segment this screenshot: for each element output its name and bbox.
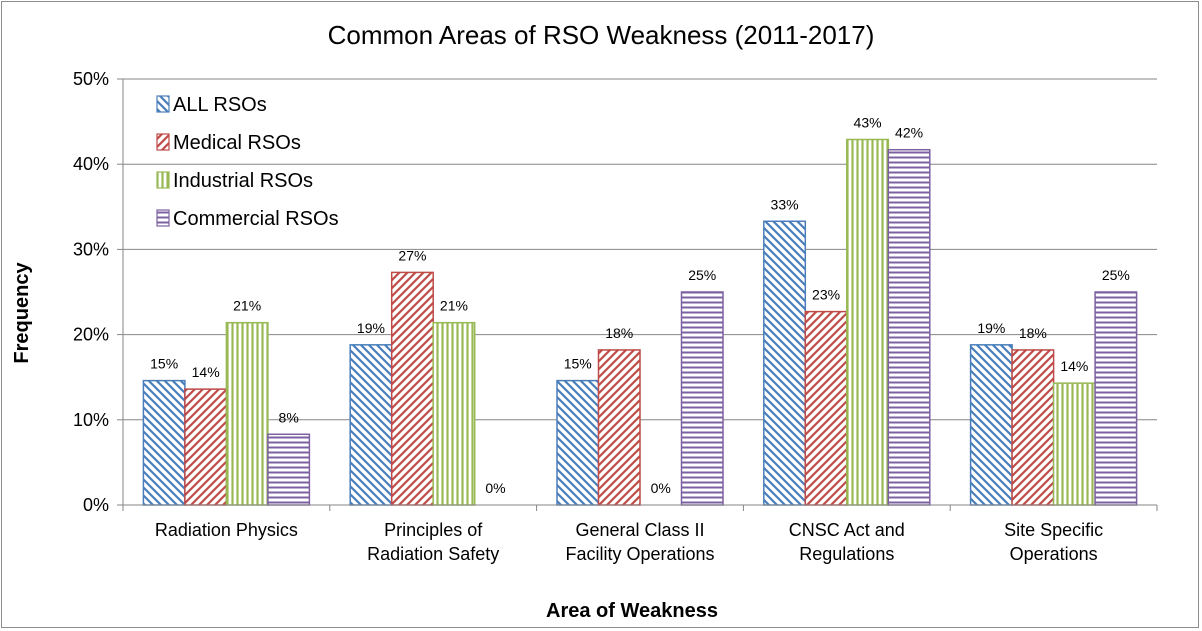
data-label: 15%	[150, 356, 178, 372]
data-label: 8%	[279, 409, 299, 425]
bar	[432, 321, 476, 506]
legend-label: ALL RSOs	[173, 94, 267, 116]
data-label: 19%	[357, 320, 385, 336]
bar	[680, 291, 724, 506]
data-label: 0%	[485, 480, 505, 496]
legend-label: Medical RSOs	[173, 132, 301, 154]
data-label: 42%	[895, 125, 923, 141]
data-label: 0%	[651, 480, 671, 496]
x-axis-title: Area of Weakness	[546, 600, 718, 622]
bar	[184, 388, 228, 506]
bar	[349, 344, 393, 506]
category-label: Radiation Physics	[155, 520, 298, 540]
category-label: Regulations	[799, 544, 894, 564]
bar	[1094, 291, 1138, 506]
y-tick-label: 50%	[73, 69, 109, 89]
legend-label: Commercial RSOs	[173, 208, 339, 230]
bar	[1011, 349, 1055, 506]
data-label: 27%	[398, 247, 426, 263]
legend-swatch	[156, 133, 170, 151]
bar	[267, 433, 311, 506]
y-tick-label: 10%	[73, 410, 109, 430]
data-label: 43%	[854, 114, 882, 130]
category-label: Facility Operations	[565, 544, 714, 564]
data-label: 25%	[1102, 267, 1130, 283]
data-label: 18%	[1019, 325, 1047, 341]
data-label: 15%	[564, 356, 592, 372]
legend-swatch	[156, 171, 170, 189]
bar	[390, 271, 434, 506]
bar	[887, 148, 931, 506]
data-label: 33%	[771, 196, 799, 212]
bar	[1052, 382, 1096, 506]
bar	[142, 379, 186, 506]
data-label: 25%	[688, 267, 716, 283]
y-tick-label: 0%	[83, 495, 109, 515]
bar	[597, 349, 641, 506]
category-label: Operations	[1010, 544, 1098, 564]
data-label: 21%	[233, 298, 261, 314]
bar	[846, 138, 890, 506]
bar	[763, 220, 807, 506]
bar	[804, 310, 848, 506]
bars	[142, 138, 1138, 506]
legend-label: Industrial RSOs	[173, 170, 313, 192]
data-label: 18%	[605, 325, 633, 341]
bar	[969, 344, 1013, 506]
x-axis-categories: Radiation Physics Principles of Radiation …	[155, 520, 1103, 564]
category-label: Site Specific	[1004, 520, 1103, 540]
axes	[122, 79, 1158, 511]
category-label: General Class II	[575, 520, 704, 540]
y-axis-ticks: 0% 10% 20% 30% 40% 50%	[73, 69, 123, 515]
legend-swatch	[156, 209, 170, 227]
category-label: Principles of	[384, 520, 483, 540]
bar	[556, 379, 600, 506]
chart-title: Common Areas of RSO Weakness (2011-2017)	[328, 20, 875, 50]
y-axis-title: Frequency	[11, 262, 33, 364]
legend: ALL RSOs Medical RSOs Industrial RSOs Comme…	[156, 94, 339, 230]
data-label: 21%	[440, 298, 468, 314]
data-label: 14%	[192, 364, 220, 380]
category-label: Radiation Safety	[367, 544, 499, 564]
legend-swatch	[156, 95, 170, 113]
data-label: 19%	[977, 320, 1005, 336]
y-tick-label: 30%	[73, 239, 109, 259]
category-label: CNSC Act and	[789, 520, 905, 540]
y-tick-label: 20%	[73, 325, 109, 345]
data-label: 23%	[812, 287, 840, 303]
y-tick-label: 40%	[73, 154, 109, 174]
data-labels: 15% 14% 21% 8% 19% 27% 21% 0% 15% 18% 0% 25% 33% 23% 4…	[150, 114, 1130, 496]
data-label: 14%	[1060, 358, 1088, 374]
bar	[225, 321, 269, 506]
